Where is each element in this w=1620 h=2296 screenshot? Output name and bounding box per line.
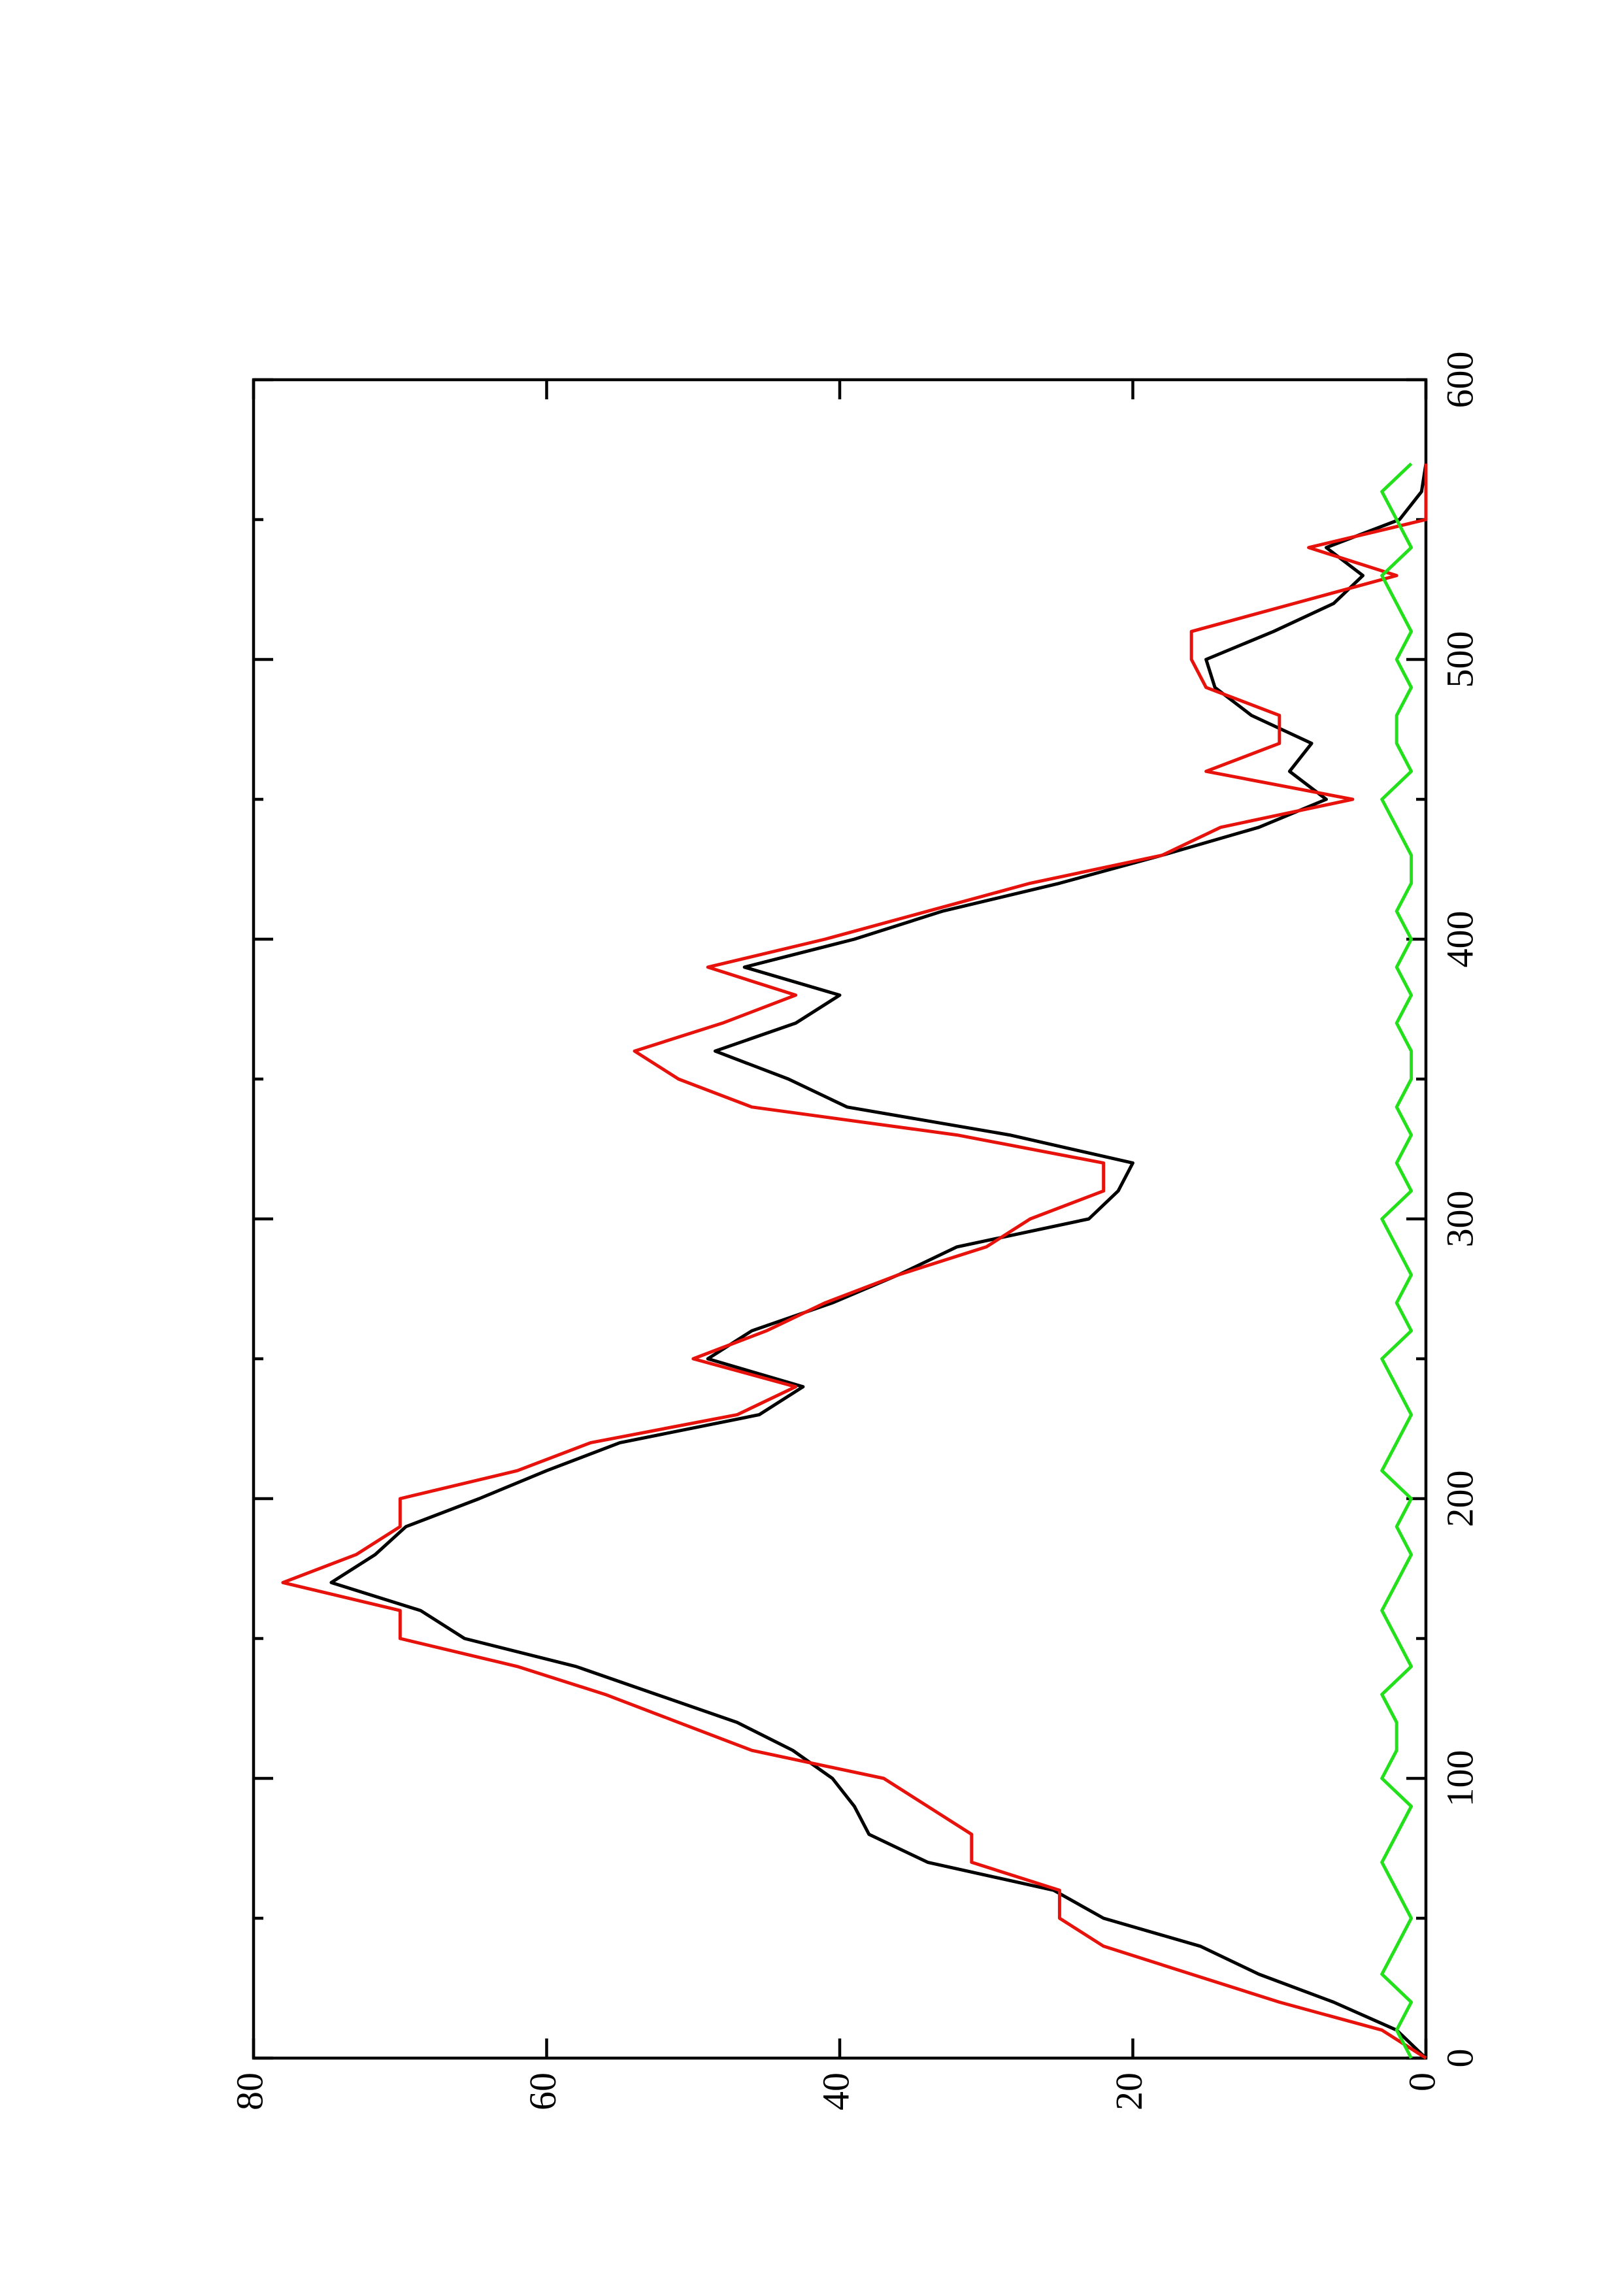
x-tick-label: 400 [1438, 911, 1481, 968]
y-tick-label: 80 [228, 2072, 271, 2110]
y-tick-label: 40 [814, 2072, 857, 2110]
y-tick-label: 60 [521, 2072, 564, 2110]
x-tick-label: 300 [1438, 1191, 1481, 1248]
series-line [281, 463, 1428, 2060]
x-tick-label: 600 [1438, 352, 1481, 408]
x-tick-label: 500 [1438, 631, 1481, 688]
x-tick-label: 0 [1438, 2049, 1481, 2068]
y-tick-label: 20 [1108, 2072, 1150, 2110]
x-tick-label: 200 [1438, 1471, 1481, 1527]
plot-frame [252, 378, 1428, 2060]
y-tick-label: 0 [1400, 2072, 1443, 2091]
x-tick-label: 100 [1438, 1750, 1481, 1807]
series-line [329, 463, 1428, 2059]
series-line [1380, 462, 1413, 2059]
